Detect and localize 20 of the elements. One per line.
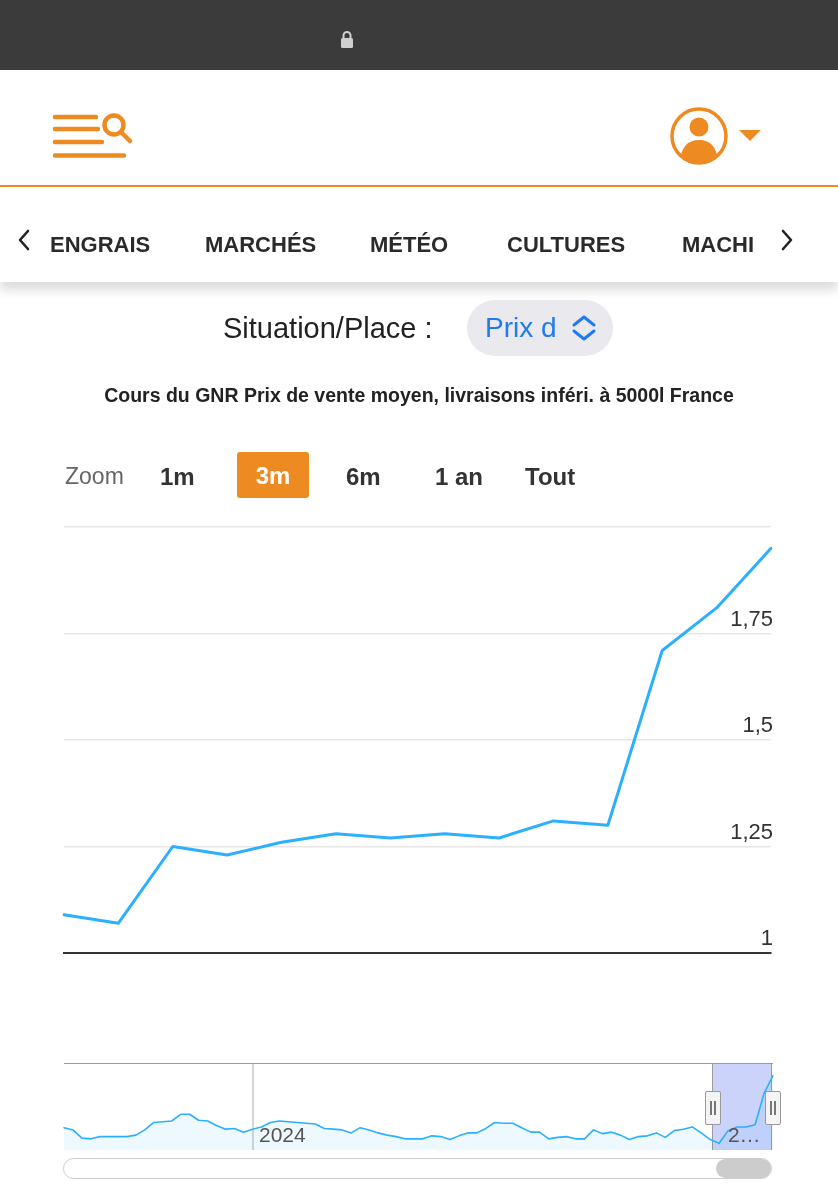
y-tick-label: 1,5	[742, 712, 773, 738]
y-tick-label: 1,25	[730, 818, 773, 844]
selected-button: 3m	[237, 452, 309, 498]
text: Prix d	[485, 311, 557, 345]
text: ENGRAIS	[50, 230, 151, 259]
text: 1m	[160, 461, 195, 492]
y-tick-label: 1,75	[730, 605, 773, 631]
text: 6m	[346, 461, 381, 492]
y-tick-label: 1	[760, 925, 773, 951]
text: CULTURES	[507, 230, 626, 259]
text: MÉTÉO	[370, 230, 449, 259]
annotation: 2024	[259, 1122, 306, 1148]
text: Situation/Place :	[223, 311, 433, 346]
chart-title: Cours du GNR Prix de vente moyen, livraisons inféri. à 5000l France	[103, 383, 735, 408]
text: MACHI	[682, 230, 755, 259]
text: Tout	[525, 461, 576, 492]
text: 1 an	[435, 461, 484, 492]
annotation: 2…	[727, 1122, 761, 1148]
text: MARCHÉS	[205, 230, 317, 259]
text: Zoom	[65, 462, 124, 491]
